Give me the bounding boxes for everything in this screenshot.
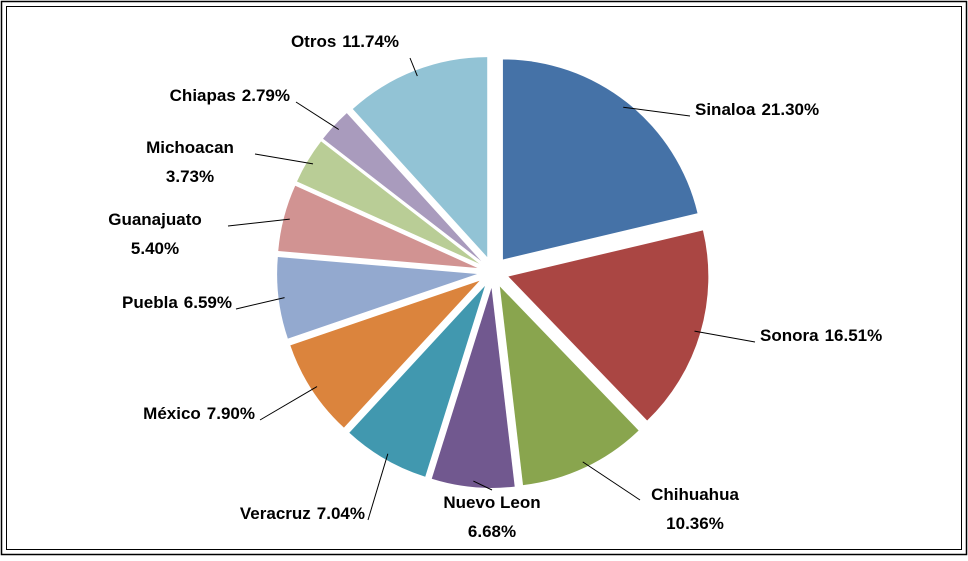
slice-label: Veracruz 7.04% <box>240 504 365 523</box>
label-name: Nuevo Leon <box>443 493 540 512</box>
label-value: 6.68% <box>468 522 516 541</box>
pie-slice <box>502 59 698 260</box>
label-name: Chihuahua <box>651 485 739 504</box>
leader-line <box>367 453 389 521</box>
slice-label: Chiapas 2.79% <box>170 86 290 105</box>
label-name: Chiapas <box>170 86 236 105</box>
label-value: 10.36% <box>666 514 724 533</box>
slice-label: Chihuahua 10.36% <box>651 485 739 533</box>
label-name: Sinaloa <box>695 100 756 119</box>
label-value: 3.73% <box>166 167 214 186</box>
label-name: Puebla <box>122 293 178 312</box>
slice-label: Sonora 16.51% <box>760 326 882 345</box>
slice-label: Puebla 6.59% <box>122 293 232 312</box>
leader-line <box>227 218 290 227</box>
pie-slice <box>499 286 639 486</box>
pie-slice <box>508 230 709 421</box>
label-value: 11.74% <box>342 32 399 51</box>
label-value: 7.90% <box>207 404 255 423</box>
label-value: 2.79% <box>242 86 290 105</box>
label-name: Otros <box>291 32 336 51</box>
pie-slice <box>323 113 482 262</box>
leader-line <box>623 106 691 117</box>
pie-slice <box>290 280 480 428</box>
label-name: Michoacan <box>146 138 234 157</box>
leader-line <box>473 480 493 491</box>
leader-line <box>409 57 418 77</box>
label-value: 7.04% <box>317 504 365 523</box>
slice-label: Otros 11.74% <box>291 32 399 51</box>
label-value: 5.40% <box>131 239 179 258</box>
leader-line <box>694 330 756 343</box>
slice-label: México 7.90% <box>143 404 255 423</box>
pie-slice <box>431 287 515 488</box>
slice-label: Michoacan 3.73% <box>146 138 234 186</box>
label-name: México <box>143 404 201 423</box>
slice-label: Guanajuato 5.40% <box>108 210 202 258</box>
label-name: Guanajuato <box>108 210 202 229</box>
label-name: Veracruz <box>240 504 311 523</box>
label-value: 6.59% <box>184 293 232 312</box>
pie-slice <box>296 141 480 264</box>
leader-line <box>295 101 340 130</box>
pie-slice <box>349 285 485 477</box>
leader-line <box>254 153 314 165</box>
inner-frame <box>6 6 962 550</box>
label-value: 16.51% <box>825 326 883 345</box>
label-name: Sonora <box>760 326 819 345</box>
leader-line <box>582 461 641 501</box>
pie-slice <box>352 57 488 258</box>
pie-slice <box>278 185 478 268</box>
label-value: 21.30% <box>761 100 819 119</box>
leader-line <box>235 297 285 310</box>
slice-label: Sinaloa 21.30% <box>695 100 819 119</box>
slice-label: Nuevo Leon 6.68% <box>443 493 540 541</box>
leader-line <box>259 386 318 421</box>
pie-slice <box>277 257 478 339</box>
